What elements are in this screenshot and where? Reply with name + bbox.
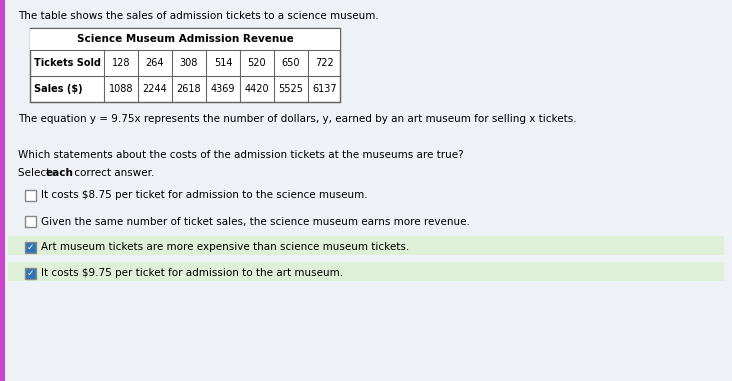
Bar (8, 262, 724, 281)
Text: The table shows the sales of admission tickets to a science museum.: The table shows the sales of admission t… (18, 11, 378, 21)
Text: 5525: 5525 (278, 84, 304, 94)
Text: 2618: 2618 (176, 84, 201, 94)
Bar (8, 236, 724, 255)
Text: Tickets Sold: Tickets Sold (34, 58, 101, 68)
Text: It costs $8.75 per ticket for admission to the science museum.: It costs $8.75 per ticket for admission … (41, 190, 367, 200)
Text: 128: 128 (112, 58, 130, 68)
Text: Sales ($): Sales ($) (34, 84, 83, 94)
Bar (25, 242, 36, 253)
Text: ✓: ✓ (27, 243, 34, 252)
Text: 264: 264 (146, 58, 164, 68)
Bar (0, 0, 5, 381)
Text: 308: 308 (180, 58, 198, 68)
Text: Given the same number of ticket sales, the science museum earns more revenue.: Given the same number of ticket sales, t… (41, 216, 470, 226)
Text: It costs $9.75 per ticket for admission to the art museum.: It costs $9.75 per ticket for admission … (41, 269, 343, 279)
Text: 4420: 4420 (244, 84, 269, 94)
Text: 4369: 4369 (211, 84, 235, 94)
Bar (25, 190, 36, 201)
Bar (30, 28, 340, 102)
Text: 520: 520 (247, 58, 266, 68)
Text: Science Museum Admission Revenue: Science Museum Admission Revenue (77, 34, 294, 44)
Text: The equation y = 9.75x represents the number of dollars, y, earned by an art mus: The equation y = 9.75x represents the nu… (18, 114, 577, 124)
Bar (25, 216, 36, 227)
Text: 514: 514 (214, 58, 232, 68)
Bar (30, 28, 340, 50)
Text: 1088: 1088 (109, 84, 133, 94)
Text: Art museum tickets are more expensive than science museum tickets.: Art museum tickets are more expensive th… (41, 242, 409, 253)
Text: ✓: ✓ (27, 269, 34, 278)
Text: Which statements about the costs of the admission tickets at the museums are tru: Which statements about the costs of the … (18, 150, 463, 160)
Text: 650: 650 (282, 58, 300, 68)
Text: 6137: 6137 (313, 84, 337, 94)
Text: 722: 722 (315, 58, 335, 68)
Text: each: each (46, 168, 74, 178)
Text: correct answer.: correct answer. (71, 168, 154, 178)
Text: Select: Select (18, 168, 53, 178)
Text: 2244: 2244 (143, 84, 168, 94)
Bar (25, 268, 36, 279)
